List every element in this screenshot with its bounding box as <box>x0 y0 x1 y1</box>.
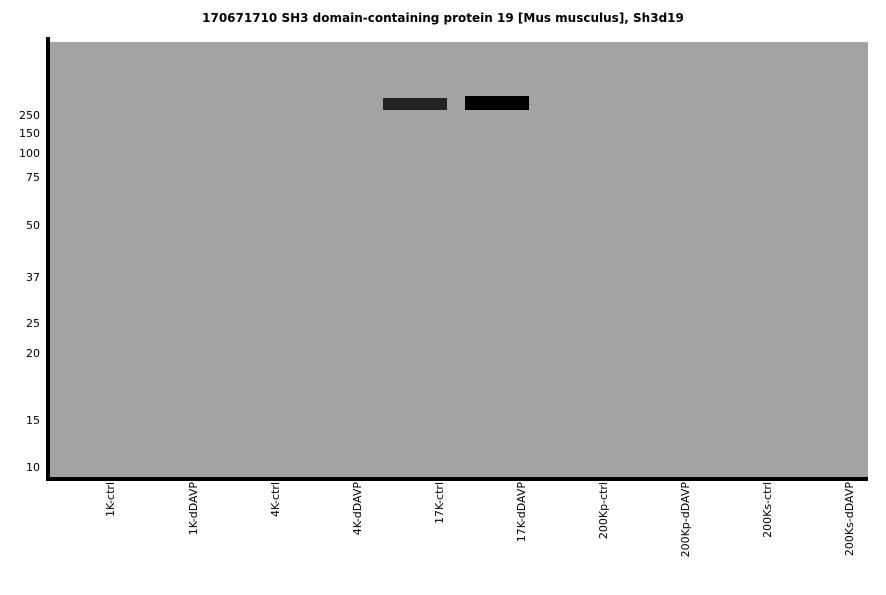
y-axis-tick-labels: 250 150 100 75 50 37 25 20 15 10 <box>0 0 46 595</box>
y-axis-tick-label: 100 <box>19 147 40 160</box>
x-axis-tick-label: 1K-ctrl <box>104 482 117 517</box>
gel-band <box>465 96 529 110</box>
y-axis-tick-label: 25 <box>26 317 40 330</box>
y-axis-tick-label: 150 <box>19 127 40 140</box>
y-axis-tick-label: 50 <box>26 219 40 232</box>
x-axis-tick-label: 17K-dDAVP <box>515 482 528 543</box>
x-axis-tick-label: 4K-dDAVP <box>351 482 364 536</box>
x-axis-line <box>46 477 868 481</box>
x-axis-tick-label: 1K-dDAVP <box>187 482 200 536</box>
gel-band <box>383 98 447 110</box>
x-axis-tick-label: 200Kp-dDAVP <box>679 482 692 558</box>
x-axis-tick-label: 200Kp-ctrl <box>597 482 610 540</box>
x-axis-tick-label: 200Ks-ctrl <box>761 482 774 538</box>
x-axis-tick-label: 200Ks-dDAVP <box>843 482 856 557</box>
page-title: 170671710 SH3 domain-containing protein … <box>202 11 684 25</box>
y-axis-line <box>46 37 50 481</box>
gel-plot-area <box>50 42 868 478</box>
x-axis-tick-label: 17K-ctrl <box>433 482 446 524</box>
y-axis-tick-label: 75 <box>26 171 40 184</box>
y-axis-tick-label: 250 <box>19 109 40 122</box>
y-axis-tick-label: 20 <box>26 347 40 360</box>
y-axis-tick-label: 37 <box>26 271 40 284</box>
y-axis-tick-label: 10 <box>26 461 40 474</box>
y-axis-tick-label: 15 <box>26 414 40 427</box>
x-axis-tick-label: 4K-ctrl <box>269 482 282 517</box>
